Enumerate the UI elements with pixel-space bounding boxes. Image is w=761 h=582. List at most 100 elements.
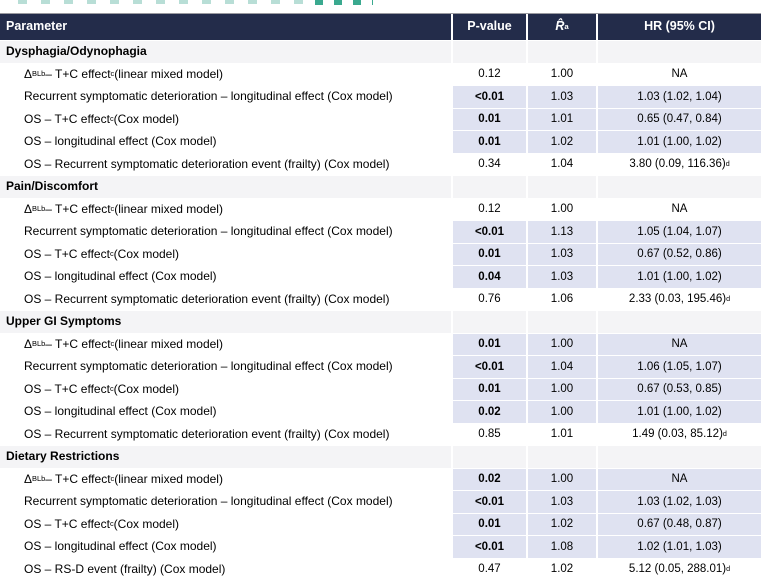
r-hat-cell: 1.01 bbox=[528, 423, 596, 445]
p-value-cell: 0.01 bbox=[453, 131, 526, 153]
r-hat-cell: 1.04 bbox=[528, 356, 596, 378]
hr-ci-cell: 1.01 (1.00, 1.02) bbox=[598, 401, 761, 423]
r-hat-cell: 1.13 bbox=[528, 221, 596, 243]
p-value-cell: 0.47 bbox=[453, 558, 526, 580]
parameter-cell: Recurrent symptomatic deterioration – lo… bbox=[0, 491, 451, 513]
p-value-cell: 0.85 bbox=[453, 423, 526, 445]
section-title-4: Dietary Restrictions bbox=[0, 446, 451, 468]
table-top-border bbox=[0, 13, 761, 14]
p-value-cell: <0.01 bbox=[453, 536, 526, 558]
caption-remnant-dark-marks bbox=[315, 0, 373, 5]
r-hat-cell: 1.00 bbox=[528, 63, 596, 85]
caption-remnant-light-marks bbox=[18, 0, 310, 4]
p-value-cell: 0.12 bbox=[453, 198, 526, 220]
hr-ci-cell: 0.67 (0.53, 0.85) bbox=[598, 378, 761, 400]
parameter-cell: OS – T+C effect c (Cox model) bbox=[0, 378, 451, 400]
parameter-cell: OS – T+C effect c (Cox model) bbox=[0, 243, 451, 265]
p-value-cell: 0.01 bbox=[453, 108, 526, 130]
hr-ci-cell: 1.03 (1.02, 1.04) bbox=[598, 86, 761, 108]
section-blank-cell bbox=[598, 176, 761, 198]
section-blank-cell bbox=[528, 41, 596, 63]
p-value-cell: <0.01 bbox=[453, 86, 526, 108]
section-blank-cell bbox=[528, 176, 596, 198]
parameter-cell: OS – longitudinal effect (Cox model) bbox=[0, 401, 451, 423]
section-blank-cell bbox=[598, 41, 761, 63]
r-hat-cell: 1.03 bbox=[528, 86, 596, 108]
hr-ci-cell: 3.80 (0.09, 116.36) d bbox=[598, 153, 761, 175]
section-title-1: Dysphagia/Odynophagia bbox=[0, 41, 451, 63]
parameter-cell: OS – longitudinal effect (Cox model) bbox=[0, 131, 451, 153]
hr-ci-cell: 2.33 (0.03, 195.46) d bbox=[598, 288, 761, 310]
hr-ci-cell: 0.67 (0.52, 0.86) bbox=[598, 243, 761, 265]
section-title-2: Pain/Discomfort bbox=[0, 176, 451, 198]
parameter-cell: OS – T+C effect c (Cox model) bbox=[0, 513, 451, 535]
p-value-cell: 0.02 bbox=[453, 468, 526, 490]
hr-ci-cell: 0.65 (0.47, 0.84) bbox=[598, 108, 761, 130]
r-hat-cell: 1.00 bbox=[528, 333, 596, 355]
p-value-cell: 0.76 bbox=[453, 288, 526, 310]
section-title-3: Upper GI Symptoms bbox=[0, 311, 451, 333]
section-blank-cell bbox=[453, 446, 526, 468]
r-hat-cell: 1.00 bbox=[528, 401, 596, 423]
parameter-cell: OS – T+C effect c (Cox model) bbox=[0, 108, 451, 130]
hr-ci-cell: 1.05 (1.04, 1.07) bbox=[598, 221, 761, 243]
hr-ci-cell: 1.03 (1.02, 1.03) bbox=[598, 491, 761, 513]
p-value-cell: 0.01 bbox=[453, 243, 526, 265]
r-hat-cell: 1.00 bbox=[528, 198, 596, 220]
parameter-cell: Recurrent symptomatic deterioration – lo… bbox=[0, 86, 451, 108]
p-value-cell: <0.01 bbox=[453, 491, 526, 513]
section-blank-cell bbox=[528, 446, 596, 468]
hr-ci-cell: 0.67 (0.48, 0.87) bbox=[598, 513, 761, 535]
parameter-cell: Δ BL b – T+C effect c (linear mixed model) bbox=[0, 333, 451, 355]
section-blank-cell bbox=[598, 446, 761, 468]
parameter-cell: Δ BL b – T+C effect c (linear mixed model) bbox=[0, 468, 451, 490]
r-hat-cell: 1.02 bbox=[528, 558, 596, 580]
p-value-cell: <0.01 bbox=[453, 221, 526, 243]
parameter-cell: OS – longitudinal effect (Cox model) bbox=[0, 536, 451, 558]
column-header-hr: HR (95% CI) bbox=[598, 14, 761, 40]
hr-ci-cell: 1.01 (1.00, 1.02) bbox=[598, 266, 761, 288]
hr-ci-cell: NA bbox=[598, 468, 761, 490]
r-hat-cell: 1.00 bbox=[528, 468, 596, 490]
parameter-cell: OS – Recurrent symptomatic deterioration… bbox=[0, 288, 451, 310]
r-hat-cell: 1.02 bbox=[528, 131, 596, 153]
p-value-cell: 0.01 bbox=[453, 513, 526, 535]
hr-ci-cell: 1.01 (1.00, 1.02) bbox=[598, 131, 761, 153]
r-hat-cell: 1.01 bbox=[528, 108, 596, 130]
section-blank-cell bbox=[453, 311, 526, 333]
parameter-cell: Δ BL b – T+C effect c (linear mixed model) bbox=[0, 198, 451, 220]
column-header-parameter: Parameter bbox=[0, 14, 451, 40]
results-table: Parameter P-value R̂ a HR (95% CI) Dysphagia/… bbox=[0, 14, 761, 580]
parameter-cell: Δ BL b – T+C effect c (linear mixed model) bbox=[0, 63, 451, 85]
hr-ci-cell: NA bbox=[598, 63, 761, 85]
r-hat-cell: 1.03 bbox=[528, 266, 596, 288]
parameter-cell: Recurrent symptomatic deterioration – lo… bbox=[0, 356, 451, 378]
hr-ci-cell: NA bbox=[598, 198, 761, 220]
hr-ci-cell: 1.49 (0.03, 85.12) d bbox=[598, 423, 761, 445]
hr-ci-cell: 1.02 (1.01, 1.03) bbox=[598, 536, 761, 558]
p-value-cell: 0.04 bbox=[453, 266, 526, 288]
parameter-cell: OS – longitudinal effect (Cox model) bbox=[0, 266, 451, 288]
p-value-cell: <0.01 bbox=[453, 356, 526, 378]
section-blank-cell bbox=[528, 311, 596, 333]
parameter-cell: OS – Recurrent symptomatic deterioration… bbox=[0, 423, 451, 445]
p-value-cell: 0.02 bbox=[453, 401, 526, 423]
r-hat-cell: 1.02 bbox=[528, 513, 596, 535]
p-value-cell: 0.01 bbox=[453, 378, 526, 400]
section-blank-cell bbox=[453, 41, 526, 63]
r-hat-cell: 1.08 bbox=[528, 536, 596, 558]
p-value-cell: 0.34 bbox=[453, 153, 526, 175]
r-hat-cell: 1.03 bbox=[528, 243, 596, 265]
p-value-cell: 0.12 bbox=[453, 63, 526, 85]
hr-ci-cell: NA bbox=[598, 333, 761, 355]
r-hat-cell: 1.04 bbox=[528, 153, 596, 175]
column-header-r_hat: R̂ a bbox=[528, 14, 596, 40]
r-hat-cell: 1.00 bbox=[528, 378, 596, 400]
hr-ci-cell: 1.06 (1.05, 1.07) bbox=[598, 356, 761, 378]
parameter-cell: Recurrent symptomatic deterioration – lo… bbox=[0, 221, 451, 243]
r-hat-cell: 1.03 bbox=[528, 491, 596, 513]
parameter-cell: OS – RS-D event (frailty) (Cox model) bbox=[0, 558, 451, 580]
section-blank-cell bbox=[598, 311, 761, 333]
hr-ci-cell: 5.12 (0.05, 288.01) d bbox=[598, 558, 761, 580]
